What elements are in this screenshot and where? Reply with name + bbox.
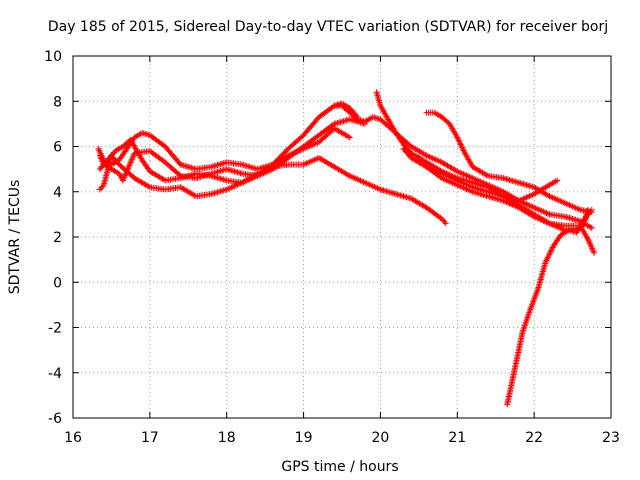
x-axis-title: GPS time / hours	[281, 459, 398, 475]
x-tick-label: 20	[372, 430, 390, 446]
series-markers	[423, 109, 595, 216]
y-tick-label: 10	[44, 49, 62, 65]
y-axis-ticks: -6 -4 -2 0 2 4 6 8 10	[44, 49, 611, 427]
x-tick-label: 17	[141, 430, 159, 446]
y-tick-label: -4	[48, 366, 62, 382]
series-pass-10	[504, 206, 591, 408]
y-tick-label: 8	[53, 94, 62, 110]
series-markers	[415, 154, 598, 256]
x-axis-ticks: 16 17 18 19 20 21 22 23	[64, 56, 620, 446]
series-markers	[373, 89, 595, 231]
y-tick-label: -6	[48, 411, 62, 427]
x-tick-label: 22	[525, 430, 543, 446]
y-tick-label: 4	[53, 185, 62, 201]
y-tick-label: 6	[53, 140, 62, 156]
y-axis-title: SDTVAR / TECUs	[7, 180, 23, 295]
y-tick-label: -2	[48, 321, 62, 337]
series-markers	[331, 102, 595, 234]
chart-title: Day 185 of 2015, Sidereal Day-to-day VTE…	[48, 19, 608, 35]
series-markers	[96, 152, 449, 227]
x-tick-label: 19	[295, 430, 313, 446]
x-tick-label: 23	[602, 430, 620, 446]
grid-lines	[73, 56, 611, 418]
series-pass-8	[423, 109, 595, 216]
x-tick-label: 21	[448, 430, 466, 446]
series-pass-9	[415, 154, 598, 256]
series-pass-6	[373, 89, 595, 231]
series-pass-4	[96, 152, 449, 227]
data-series	[95, 89, 598, 408]
y-tick-label: 2	[53, 230, 62, 246]
series-markers	[504, 206, 591, 408]
x-tick-label: 16	[64, 430, 82, 446]
series-pass-5	[331, 102, 595, 234]
x-tick-label: 18	[218, 430, 236, 446]
y-tick-label: 0	[53, 275, 62, 291]
